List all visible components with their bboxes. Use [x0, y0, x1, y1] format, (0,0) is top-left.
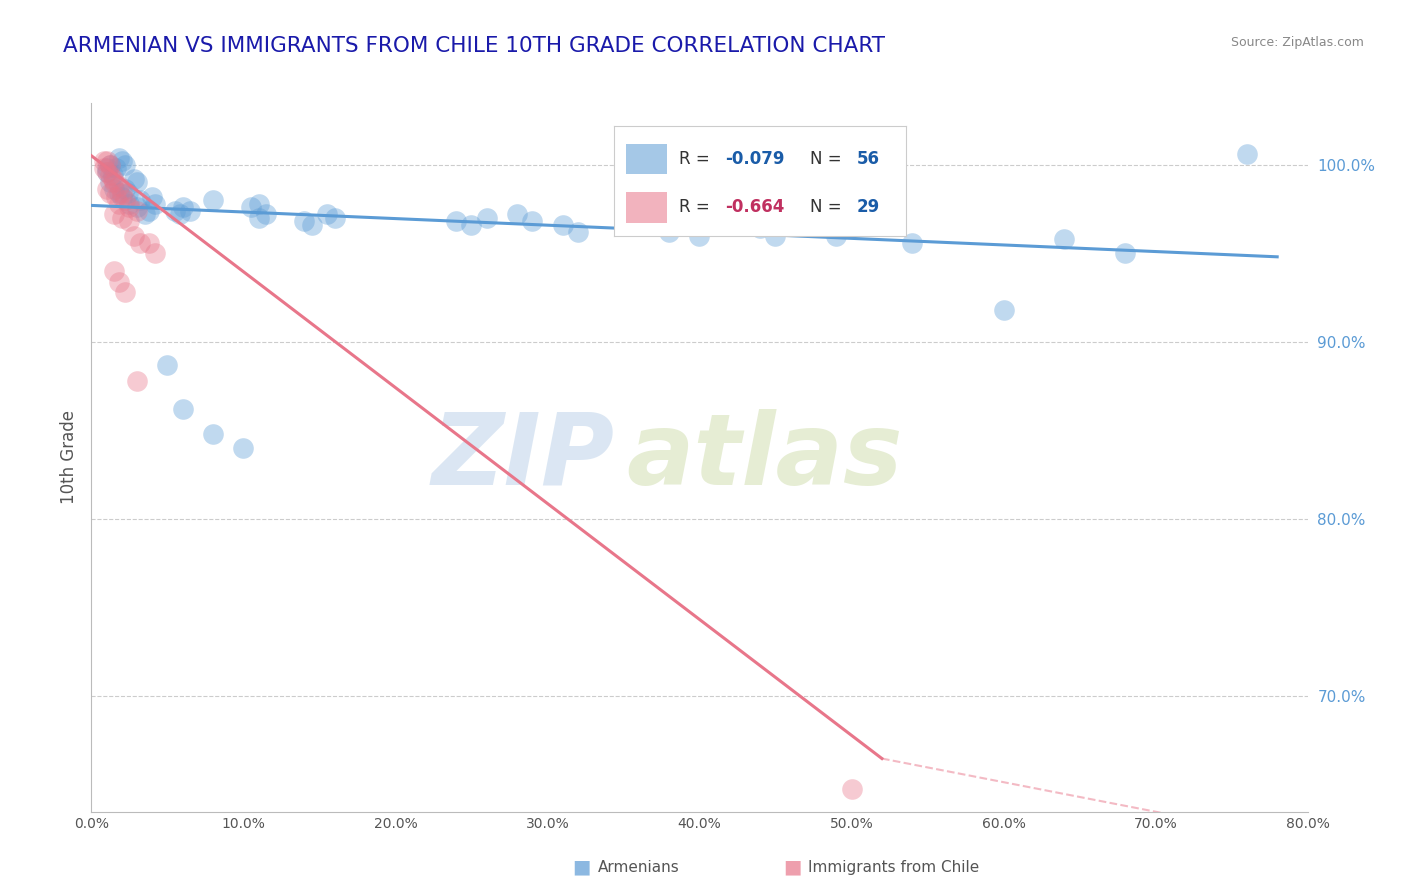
- Point: [129, 235, 152, 250]
- Point: [122, 171, 145, 186]
- Point: [138, 203, 160, 218]
- Point: [98, 158, 121, 172]
- Point: [172, 200, 194, 214]
- Point: [122, 228, 145, 243]
- Point: [254, 207, 277, 221]
- Point: [114, 285, 136, 300]
- Text: Immigrants from Chile: Immigrants from Chile: [808, 860, 980, 874]
- Point: [103, 182, 125, 196]
- Point: [143, 246, 166, 260]
- Point: [506, 207, 529, 221]
- Point: [129, 193, 152, 207]
- Point: [172, 402, 194, 417]
- Point: [1236, 147, 1258, 161]
- Text: Source: ZipAtlas.com: Source: ZipAtlas.com: [1230, 36, 1364, 49]
- Point: [522, 214, 544, 228]
- Point: [107, 186, 129, 200]
- Point: [1053, 232, 1076, 246]
- Point: [96, 165, 118, 179]
- Point: [825, 228, 848, 243]
- Point: [118, 196, 141, 211]
- Point: [125, 200, 148, 214]
- Point: [247, 196, 270, 211]
- Point: [98, 158, 121, 172]
- Point: [125, 203, 148, 218]
- Y-axis label: 10th Grade: 10th Grade: [59, 410, 77, 504]
- Point: [810, 214, 832, 228]
- Point: [125, 175, 148, 189]
- Point: [93, 161, 115, 176]
- Point: [567, 225, 589, 239]
- Text: ■: ■: [572, 857, 591, 877]
- Point: [125, 374, 148, 388]
- Point: [247, 211, 270, 225]
- Point: [93, 154, 115, 169]
- Point: [111, 154, 134, 169]
- Point: [232, 442, 254, 456]
- Point: [98, 175, 121, 189]
- Point: [292, 214, 315, 228]
- Point: [475, 211, 498, 225]
- Point: [104, 161, 127, 176]
- Point: [323, 211, 346, 225]
- Point: [96, 154, 118, 169]
- Point: [114, 182, 136, 196]
- Point: [111, 211, 134, 225]
- Point: [98, 186, 121, 200]
- Point: [111, 189, 134, 203]
- Point: [156, 358, 179, 372]
- Point: [650, 218, 672, 232]
- Point: [460, 218, 482, 232]
- Point: [765, 228, 787, 243]
- Point: [98, 168, 121, 182]
- Point: [107, 151, 129, 165]
- Point: [143, 196, 166, 211]
- Point: [138, 235, 160, 250]
- Text: Armenians: Armenians: [598, 860, 679, 874]
- Point: [103, 207, 125, 221]
- Point: [96, 182, 118, 196]
- Point: [202, 427, 225, 442]
- Point: [104, 189, 127, 203]
- Text: atlas: atlas: [627, 409, 903, 506]
- Point: [301, 218, 323, 232]
- Point: [688, 228, 710, 243]
- Point: [901, 235, 924, 250]
- Point: [101, 168, 124, 182]
- Point: [114, 158, 136, 172]
- Point: [114, 193, 136, 207]
- Point: [749, 221, 772, 235]
- Point: [141, 189, 163, 203]
- Point: [993, 303, 1015, 318]
- Point: [202, 193, 225, 207]
- Point: [107, 178, 129, 193]
- Point: [169, 207, 191, 221]
- Point: [117, 186, 139, 200]
- Point: [316, 207, 339, 221]
- Point: [96, 165, 118, 179]
- Point: [134, 207, 156, 221]
- Text: ■: ■: [783, 857, 801, 877]
- Point: [103, 264, 125, 278]
- Point: [107, 196, 129, 211]
- Point: [179, 203, 201, 218]
- Point: [551, 218, 574, 232]
- Point: [96, 161, 118, 176]
- Point: [118, 214, 141, 228]
- Point: [658, 225, 681, 239]
- Point: [163, 203, 186, 218]
- Point: [111, 186, 134, 200]
- Text: ZIP: ZIP: [432, 409, 614, 506]
- Text: ARMENIAN VS IMMIGRANTS FROM CHILE 10TH GRADE CORRELATION CHART: ARMENIAN VS IMMIGRANTS FROM CHILE 10TH G…: [63, 36, 886, 55]
- Point: [103, 175, 125, 189]
- Point: [240, 200, 263, 214]
- Point: [1114, 246, 1136, 260]
- Point: [118, 200, 141, 214]
- Point: [107, 275, 129, 289]
- Point: [841, 781, 863, 796]
- Point: [444, 214, 467, 228]
- Point: [101, 171, 124, 186]
